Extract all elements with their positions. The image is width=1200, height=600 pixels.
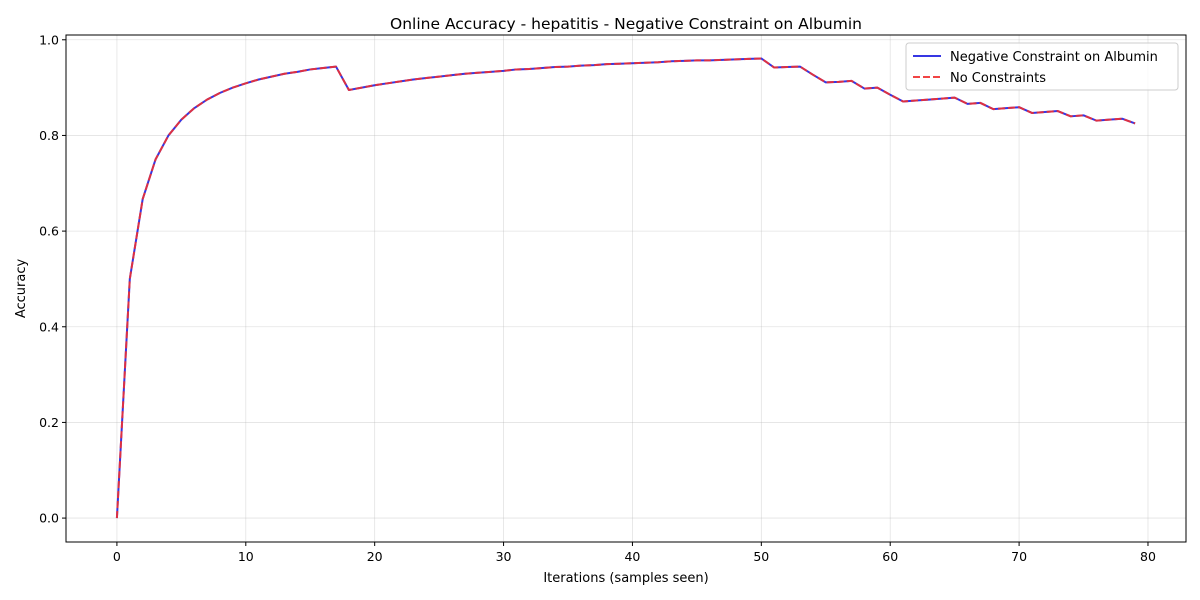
x-tick-label: 40 <box>624 549 640 564</box>
x-tick-label: 0 <box>113 549 121 564</box>
y-axis-label: Accuracy <box>14 259 29 319</box>
x-tick-label: 70 <box>1011 549 1027 564</box>
grid <box>66 35 1186 542</box>
chart-title: Online Accuracy - hepatitis - Negative C… <box>390 15 862 33</box>
x-tick-label: 50 <box>753 549 769 564</box>
x-axis-label: Iterations (samples seen) <box>543 571 708 586</box>
legend-label-negative-constraint: Negative Constraint on Albumin <box>950 50 1158 65</box>
y-tick-label: 1.0 <box>39 32 59 47</box>
y-tick-label: 0.2 <box>39 415 59 430</box>
y-tick-label: 0.8 <box>39 128 59 143</box>
y-tick-label: 0.4 <box>39 319 59 334</box>
x-tick-label: 20 <box>367 549 383 564</box>
legend-box <box>905 42 1179 91</box>
series-layer <box>115 57 1136 519</box>
x-tick-label: 60 <box>882 549 898 564</box>
x-tick-label: 30 <box>496 549 512 564</box>
x-tick-label: 10 <box>238 549 254 564</box>
ticks: 0 10 20 30 40 50 60 70 80 0.0 0.2 0.4 0.6 0.8 1.0 <box>39 32 1156 564</box>
plot-frame <box>65 34 1187 543</box>
series-line-no-constraints <box>115 57 1136 519</box>
y-tick-label: 0.0 <box>39 511 59 526</box>
legend: Negative Constraint on Albumin No Constr… <box>905 42 1179 91</box>
x-tick-label: 80 <box>1140 549 1156 564</box>
y-tick-label: 0.6 <box>39 224 59 239</box>
legend-label-no-constraints: No Constraints <box>950 71 1046 86</box>
